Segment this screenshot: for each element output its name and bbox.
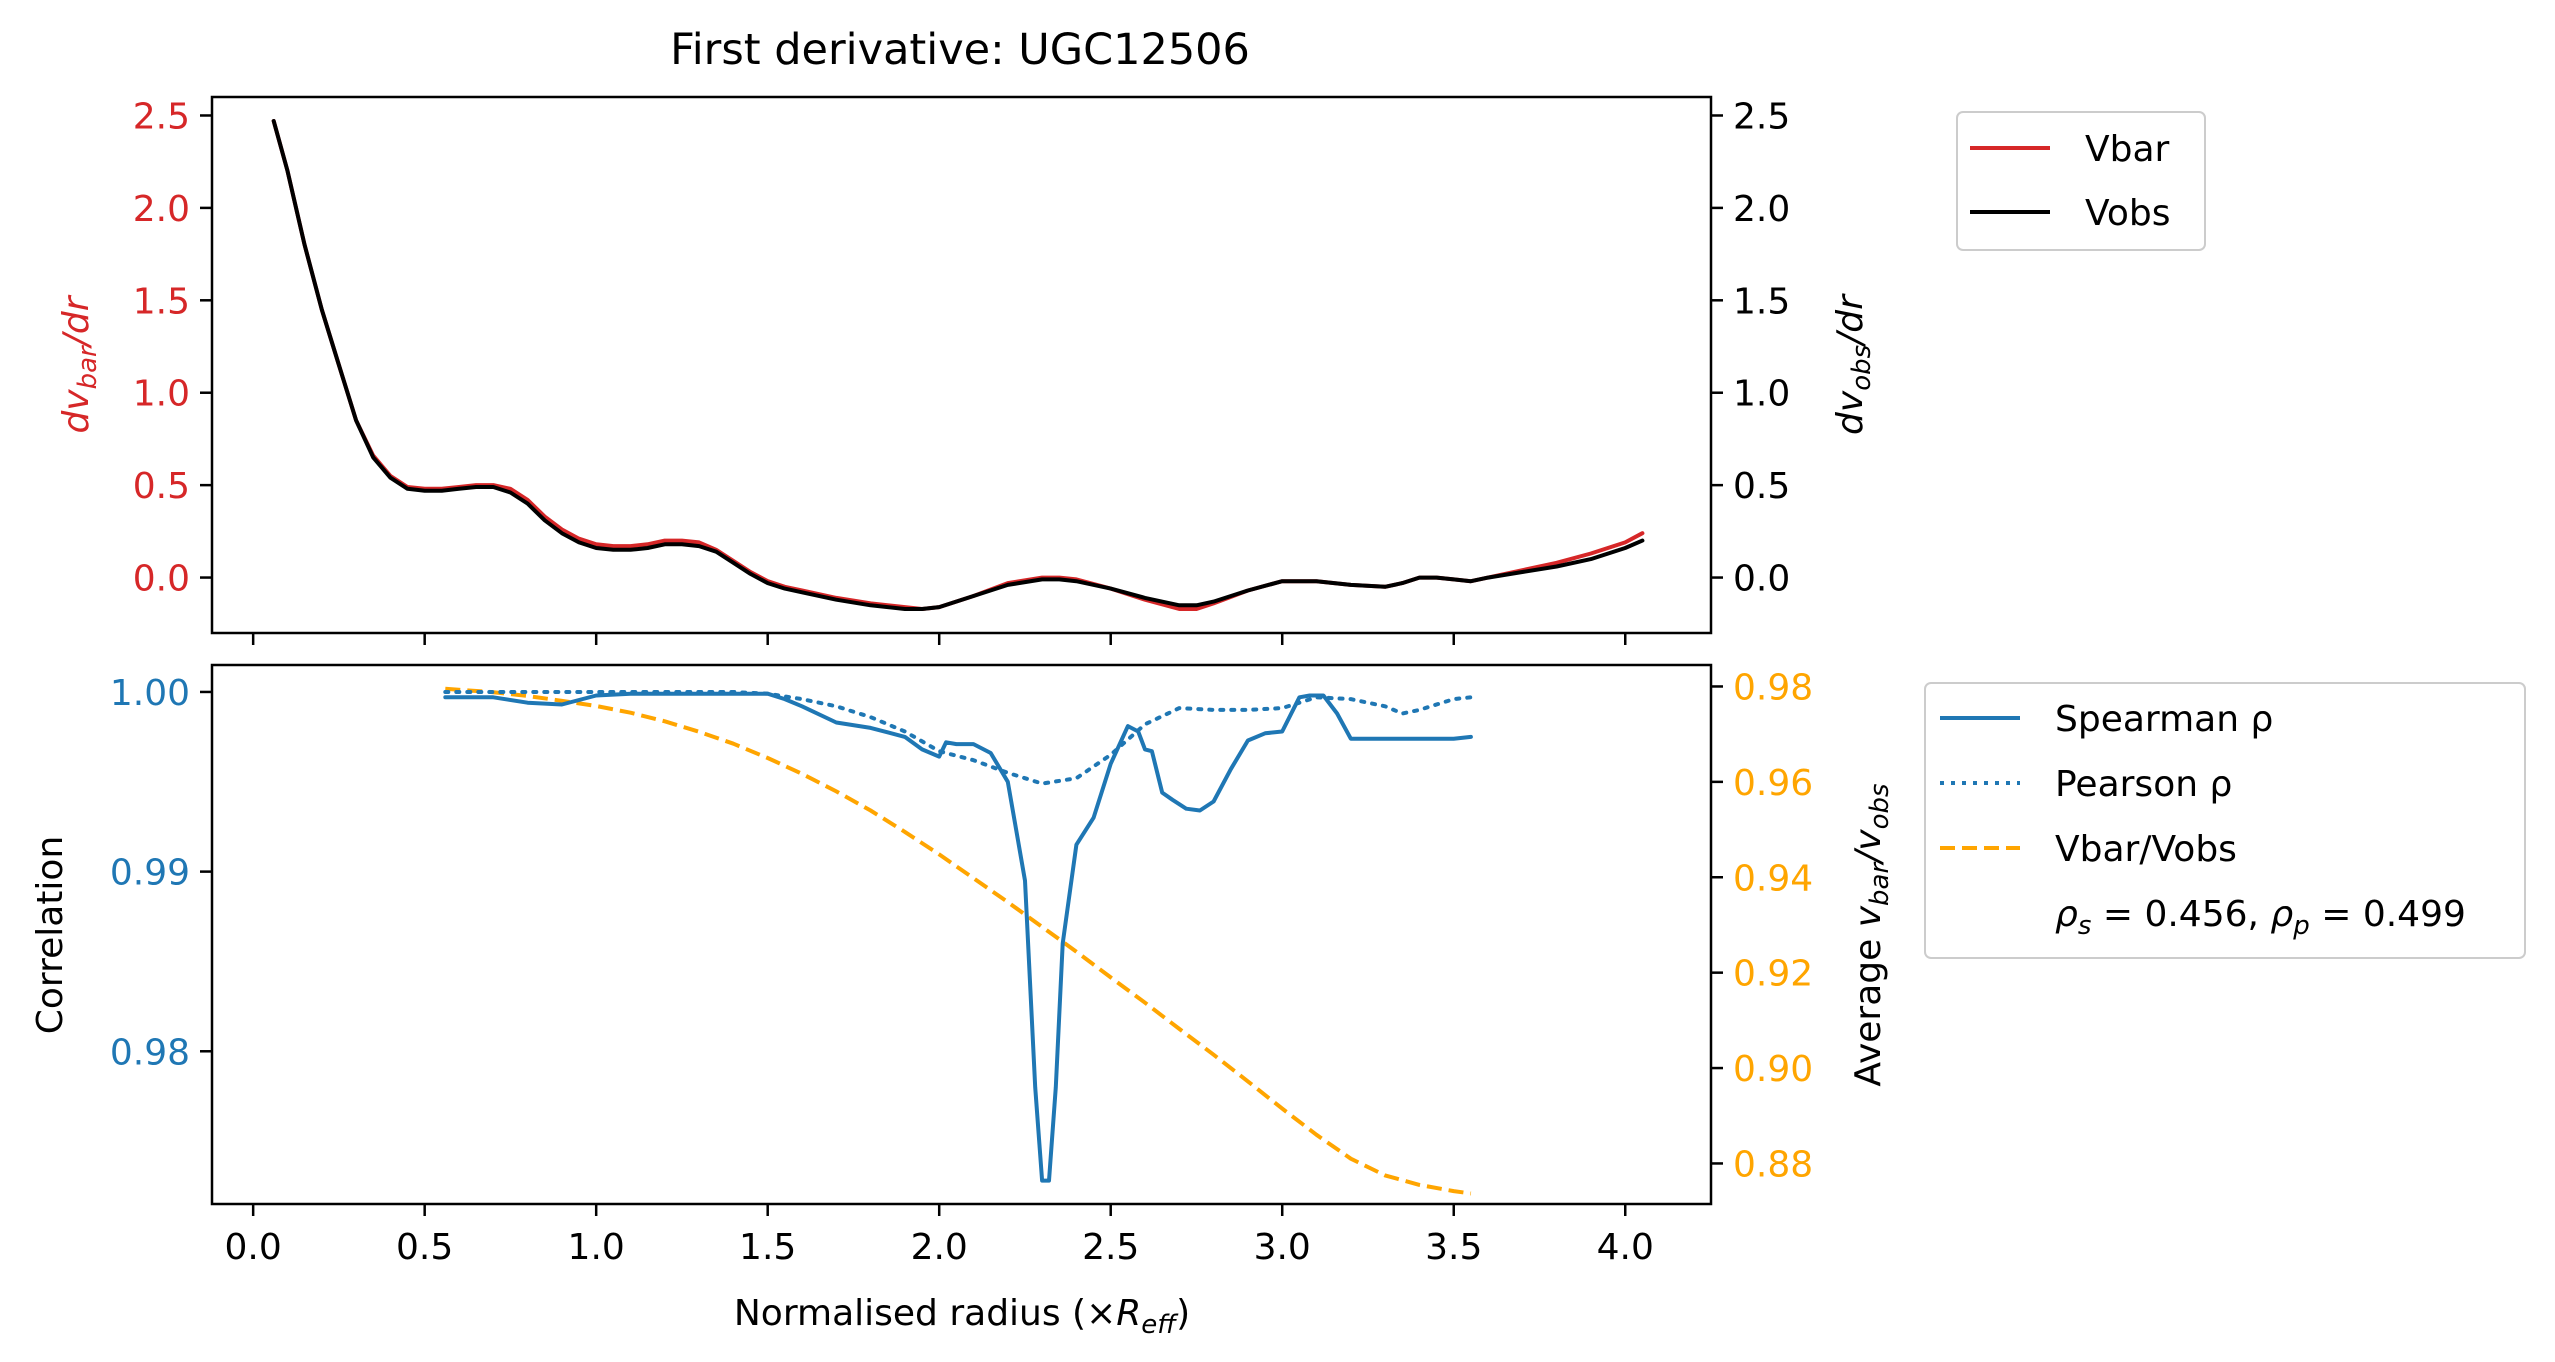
x-tick-label: 4.0 <box>1597 1227 1654 1268</box>
legend-label-spearman: Spearman ρ <box>2055 699 2273 740</box>
top-legend: Vbar Vobs <box>1956 111 2206 251</box>
bottom-left-y-tick-label: 0.98 <box>110 1032 190 1073</box>
bottom-right-y-tick-label: 0.92 <box>1733 954 1813 995</box>
x-tick-label: 1.0 <box>568 1227 625 1268</box>
legend-label-vobs: Vobs <box>2085 193 2170 234</box>
top-right-y-tick-label: 0.0 <box>1733 559 1790 600</box>
bottom-plot-frame <box>210 663 1713 1206</box>
bottom-right-y-tick-label: 0.88 <box>1733 1144 1813 1185</box>
x-tick-label: 2.0 <box>911 1227 968 1268</box>
top-right-y-tick-label: 1.5 <box>1733 281 1790 322</box>
series-lines <box>271 119 1645 1196</box>
top-left-ylabel: dvbar/dr <box>56 294 103 433</box>
axis-ticks: 2.52.01.51.00.50.02.52.01.51.00.50.01.00… <box>110 96 1813 1268</box>
bottom-right-y-tick-label: 0.96 <box>1733 763 1813 804</box>
top-left-y-tick-label: 2.0 <box>133 189 190 230</box>
top-left-y-tick-label: 1.0 <box>133 374 190 415</box>
bottom-right-y-tick-label: 0.94 <box>1733 858 1813 899</box>
bottom-left-y-tick-label: 1.00 <box>110 673 190 714</box>
legend-annotation: ρs = 0.456, ρp = 0.499 <box>2055 894 2466 941</box>
top-right-y-tick-label: 2.0 <box>1733 189 1790 230</box>
bottom-left-ylabel: Correlation <box>30 836 71 1035</box>
legend-label-pearson: Pearson ρ <box>2055 764 2232 805</box>
top-right-y-tick-label: 1.0 <box>1733 374 1790 415</box>
top-left-y-tick-label: 0.5 <box>133 466 190 507</box>
top-left-y-tick-label: 0.0 <box>133 559 190 600</box>
series-line-vobs-derivative <box>271 119 1645 611</box>
top-right-ylabel: dvobs/dr <box>1830 293 1877 435</box>
top-right-y-tick-label: 0.5 <box>1733 466 1790 507</box>
series-line-vbar-vobs-ratio <box>445 686 1472 1196</box>
x-tick-label: 0.5 <box>396 1227 453 1268</box>
series-line-vbar-derivative <box>271 119 1645 611</box>
top-left-y-tick-label: 1.5 <box>133 281 190 322</box>
x-tick-label: 0.0 <box>225 1227 282 1268</box>
x-tick-label: 3.0 <box>1254 1227 1311 1268</box>
bottom-right-y-tick-label: 0.98 <box>1733 667 1813 708</box>
series-line-pearson <box>443 690 1473 786</box>
bottom-legend: Spearman ρ Pearson ρ Vbar/Vobs ρs = 0.45… <box>1924 682 2526 959</box>
bottom-left-y-tick-label: 0.99 <box>110 853 190 894</box>
x-axis-label: Normalised radius (×Reff) <box>734 1293 1190 1340</box>
legend-label-vbar: Vbar <box>2085 129 2170 170</box>
bottom-right-y-tick-label: 0.90 <box>1733 1049 1813 1090</box>
x-tick-label: 2.5 <box>1082 1227 1139 1268</box>
legend-label-ratio: Vbar/Vobs <box>2055 829 2237 870</box>
top-left-y-tick-label: 2.5 <box>133 96 190 137</box>
top-right-y-tick-label: 2.5 <box>1733 96 1790 137</box>
x-tick-label: 1.5 <box>739 1227 796 1268</box>
bottom-right-ylabel: Average vbar/vobs <box>1848 783 1895 1086</box>
bottom-legend-frame <box>1924 682 2526 959</box>
chart-title: First derivative: UGC12506 <box>670 25 1250 75</box>
top-plot-frame <box>210 95 1713 635</box>
x-tick-label: 3.5 <box>1425 1227 1482 1268</box>
series-line-spearman <box>443 691 1473 1183</box>
